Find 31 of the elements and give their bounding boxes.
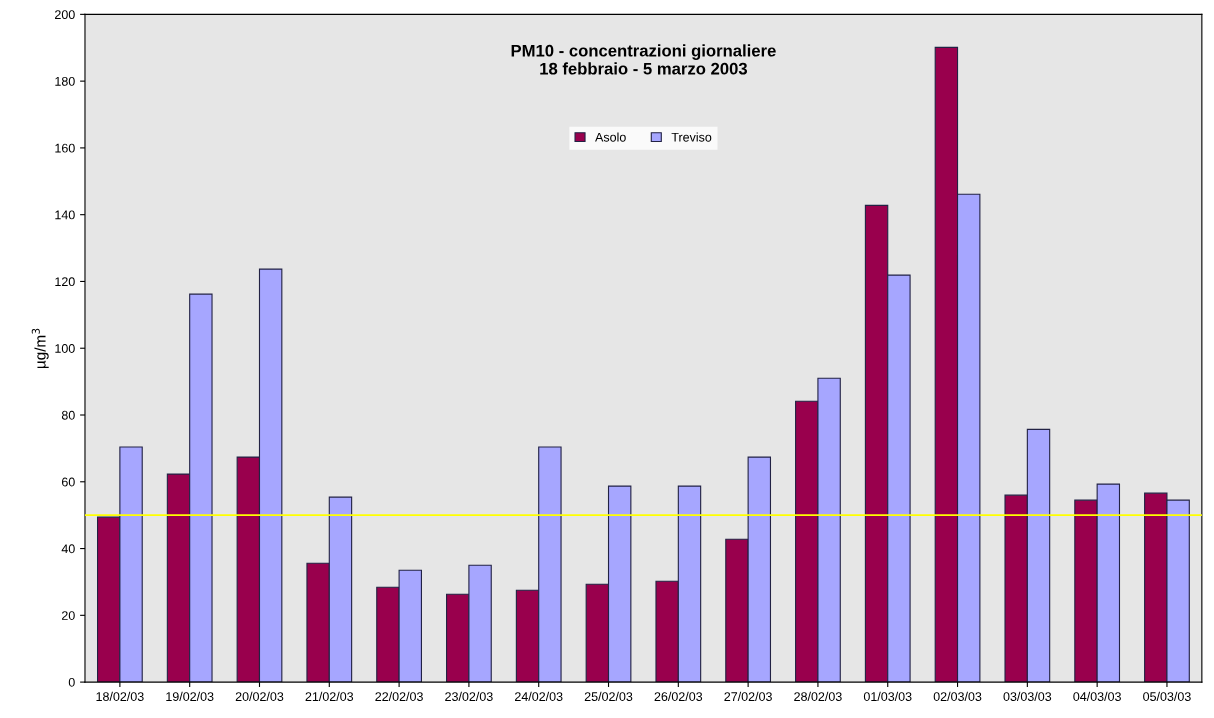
y-tick-label: 40 [61,544,75,554]
x-tick-label: 03/03/03 [1003,691,1052,701]
y-tick-label: 120 [55,277,75,287]
y-tick-label: 20 [61,611,75,620]
y-tick-label: 160 [55,143,75,153]
x-tick-label: 23/02/03 [445,691,493,701]
y-axis-title: µg/m$^{3}$ [31,328,49,369]
x-tick-label: 27/02/03 [724,691,772,701]
x-tick-label: 05/03/03 [1143,691,1191,701]
x-tick-label: 19/02/03 [166,691,214,701]
x-tick-label: 21/02/03 [305,691,354,701]
y-tick-label: 180 [55,76,75,86]
legend-label: Treviso [671,132,712,142]
x-tick-label: 04/03/03 [1073,691,1121,701]
y-tick-label: 80 [61,410,75,420]
x-tick-label: 20/02/03 [235,691,284,701]
y-tick-label: 140 [55,210,75,220]
x-tick-label: 18/02/03 [96,691,144,701]
x-tick-label: 26/02/03 [654,691,703,701]
x-tick-label: 22/02/03 [375,691,423,701]
y-tick-label: 200 [55,10,75,20]
x-tick-label: 24/02/03 [515,691,563,701]
text: PM10 - concentrazioni giornaliere 18 febbraio - 5 marzo 2003 [511,44,776,75]
y-tick-label: 60 [61,477,75,487]
x-tick-label: 28/02/03 [794,691,842,701]
x-tick-label: 01/03/03 [863,691,912,701]
legend-label: Asolo [595,132,626,142]
y-tick-label: 0 [68,677,75,687]
x-tick-label: 25/02/03 [584,691,633,701]
x-tick-label: 02/03/03 [933,691,982,701]
y-tick-label: 100 [55,344,75,353]
